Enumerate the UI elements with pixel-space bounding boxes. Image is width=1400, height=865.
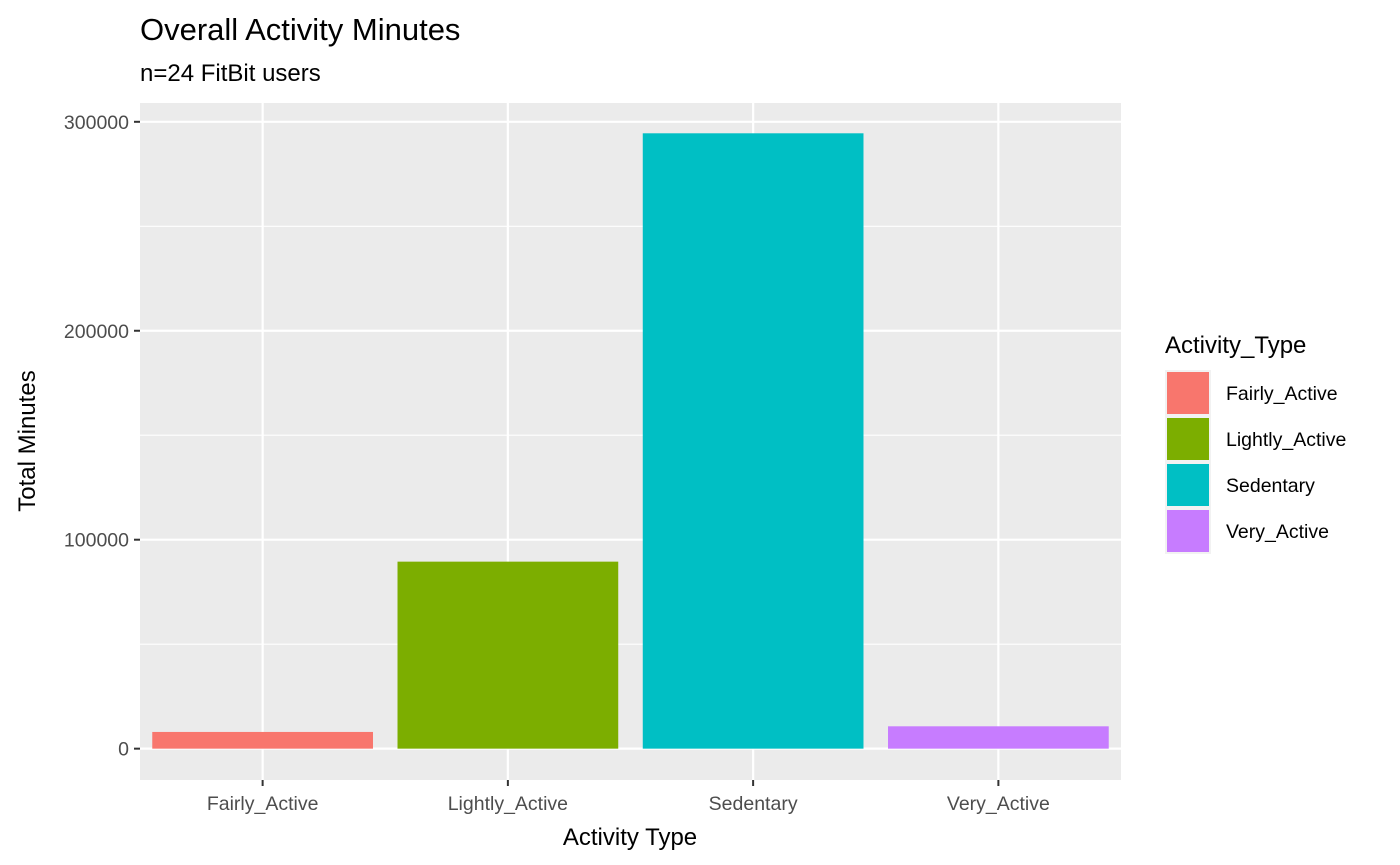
y-tick-label: 0 [118,739,129,761]
y-tick-label: 100000 [64,530,129,552]
grid-minor [140,225,1121,645]
legend-swatch [1167,510,1209,552]
legend-swatch [1167,418,1209,460]
bar-fairly-active [152,731,373,749]
y-tick-label: 300000 [64,112,129,134]
legend: Activity_Type Fairly_Active Lightly_Activ… [1165,332,1346,554]
legend-label: Very_Active [1226,521,1329,543]
legend-label: Lightly_Active [1226,429,1346,451]
legend-swatch [1167,372,1209,414]
chart-title: Overall Activity Minutes [140,12,460,47]
bar-lightly-active [397,561,619,749]
legend-label: Sedentary [1226,475,1315,497]
x-tick-label: Very_Active [947,793,1050,815]
legend-label: Fairly_Active [1226,383,1338,405]
x-axis: Fairly_Active Lightly_Active Sedentary Very… [207,780,1050,815]
chart-subtitle: n=24 FitBit users [140,60,321,87]
plot-panel [140,103,1121,780]
bar-very-active [888,726,1109,749]
y-axis: 0 100000 200000 300000 [64,112,140,761]
x-axis-title: Activity Type [563,824,697,851]
x-tick-label: Lightly_Active [448,793,568,815]
x-tick-label: Sedentary [709,793,798,815]
bars [152,133,1109,749]
legend-title: Activity_Type [1165,332,1306,359]
x-tick-label: Fairly_Active [207,793,319,815]
y-axis-title: Total Minutes [14,370,41,511]
legend-swatch [1167,464,1209,506]
bar-sedentary [642,133,864,749]
y-tick-label: 200000 [64,321,129,343]
